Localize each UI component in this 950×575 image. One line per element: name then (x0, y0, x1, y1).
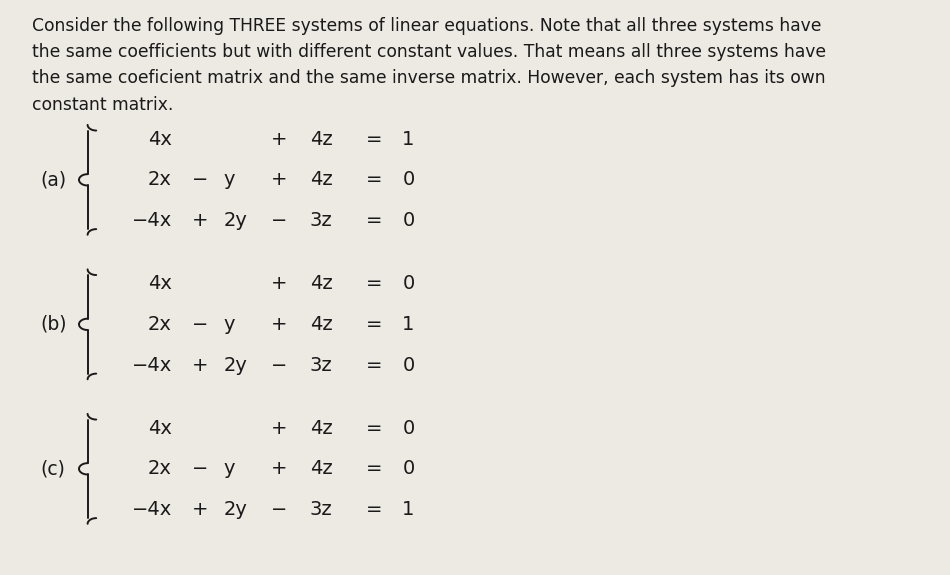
Text: 2y: 2y (223, 355, 247, 375)
Text: Consider the following THREE systems of linear equations. Note that all three sy: Consider the following THREE systems of … (31, 17, 826, 114)
Text: =: = (366, 419, 382, 438)
Text: −: − (192, 459, 208, 478)
Text: −4x: −4x (132, 211, 172, 230)
Text: 0: 0 (403, 274, 414, 293)
Text: +: + (272, 170, 288, 189)
Text: 0: 0 (403, 170, 414, 189)
Text: 3z: 3z (310, 500, 332, 519)
Text: +: + (192, 355, 209, 375)
Text: 4z: 4z (310, 170, 332, 189)
Text: y: y (223, 315, 235, 334)
Text: 4z: 4z (310, 459, 332, 478)
Text: 4x: 4x (148, 274, 172, 293)
Text: =: = (366, 500, 382, 519)
Text: −4x: −4x (132, 500, 172, 519)
Text: 3z: 3z (310, 211, 332, 230)
Text: 0: 0 (403, 355, 414, 375)
Text: 2y: 2y (223, 211, 247, 230)
Text: 4x: 4x (148, 419, 172, 438)
Text: 2x: 2x (148, 315, 172, 334)
Text: =: = (366, 170, 382, 189)
Text: 3z: 3z (310, 355, 332, 375)
Text: 2x: 2x (148, 459, 172, 478)
Text: =: = (366, 274, 382, 293)
Text: −: − (192, 170, 208, 189)
Text: (c): (c) (40, 459, 66, 478)
Text: =: = (366, 315, 382, 334)
Text: 0: 0 (403, 459, 414, 478)
Text: 4z: 4z (310, 419, 332, 438)
Text: +: + (192, 500, 209, 519)
Text: 4z: 4z (310, 129, 332, 148)
Text: =: = (366, 459, 382, 478)
Text: 2y: 2y (223, 500, 247, 519)
Text: 0: 0 (403, 419, 414, 438)
Text: 2x: 2x (148, 170, 172, 189)
Text: 4z: 4z (310, 315, 332, 334)
Text: y: y (223, 459, 235, 478)
Text: −: − (272, 355, 288, 375)
Text: 4z: 4z (310, 274, 332, 293)
Text: −: − (192, 315, 208, 334)
Text: (a): (a) (40, 170, 67, 189)
Text: +: + (272, 419, 288, 438)
Text: (b): (b) (40, 315, 67, 334)
Text: 1: 1 (403, 500, 415, 519)
Text: =: = (366, 355, 382, 375)
Text: 0: 0 (403, 211, 414, 230)
Text: +: + (272, 315, 288, 334)
Text: =: = (366, 129, 382, 148)
Text: 1: 1 (403, 129, 415, 148)
Text: 4x: 4x (148, 129, 172, 148)
Text: −: − (272, 211, 288, 230)
Text: 1: 1 (403, 315, 415, 334)
Text: =: = (366, 211, 382, 230)
Text: +: + (272, 129, 288, 148)
Text: −: − (272, 500, 288, 519)
Text: y: y (223, 170, 235, 189)
Text: −4x: −4x (132, 355, 172, 375)
Text: +: + (272, 274, 288, 293)
Text: +: + (272, 459, 288, 478)
Text: +: + (192, 211, 209, 230)
